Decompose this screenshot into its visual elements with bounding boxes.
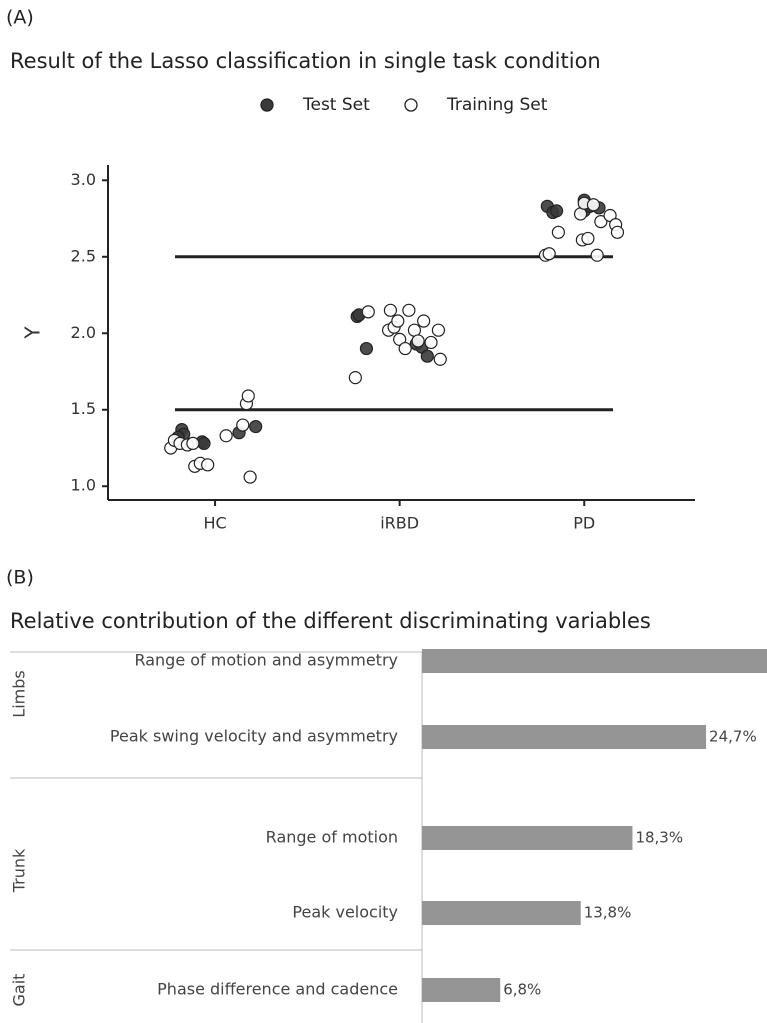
point: [590, 248, 604, 262]
point: [424, 335, 438, 350]
value-label: 24,7%: [709, 728, 757, 746]
point: [361, 305, 375, 319]
category-label: Peak swing velocity and asymmetry: [110, 727, 398, 746]
point: [219, 429, 233, 443]
point: [236, 418, 250, 432]
point: [417, 314, 431, 328]
value-label: 18,3%: [635, 829, 683, 847]
point: [542, 247, 556, 261]
point: [383, 303, 398, 317]
y-tick-label: 1.5: [71, 399, 96, 418]
x-tick-label: PD: [573, 514, 595, 533]
point: [201, 458, 215, 472]
point: [586, 198, 601, 212]
bar: [422, 901, 581, 925]
point: [549, 204, 564, 218]
point: [241, 389, 255, 403]
y-axis-label: Y: [21, 326, 45, 340]
point: [402, 303, 416, 317]
legend-label: Training Set: [446, 95, 548, 115]
bar: [422, 725, 707, 749]
panel-label: (A): [6, 7, 34, 29]
point: [581, 231, 595, 246]
category-label: Range of motion: [266, 828, 398, 847]
point: [433, 352, 447, 366]
y-tick-label: 3.0: [71, 170, 96, 189]
legend-marker: [260, 98, 274, 112]
legend-label: Test Set: [302, 95, 370, 115]
point: [197, 436, 211, 451]
y-tick-label: 1.0: [71, 476, 96, 495]
panel-label: (B): [6, 567, 34, 589]
point: [391, 314, 405, 328]
group-label: Trunk: [10, 848, 29, 893]
group-label: Gait: [10, 974, 29, 1007]
point: [348, 371, 362, 385]
point: [420, 349, 434, 363]
point: [594, 214, 608, 229]
value-label: 13,8%: [584, 904, 632, 922]
point: [551, 225, 566, 239]
value-label: 6,8%: [503, 981, 541, 999]
category-label: Peak velocity: [292, 903, 398, 922]
category-label: Phase difference and cadence: [157, 980, 398, 999]
y-tick-label: 2.5: [71, 246, 96, 265]
point: [610, 225, 625, 239]
point: [249, 419, 263, 434]
chart-title: Relative contribution of the different d…: [10, 609, 651, 633]
group-label: Limbs: [10, 670, 29, 717]
x-tick-label: iRBD: [380, 514, 419, 533]
y-tick-label: 2.0: [71, 323, 96, 342]
chart-title: Result of the Lasso classification in si…: [10, 49, 601, 73]
point: [186, 436, 200, 451]
category-label: Range of motion and asymmetry: [134, 651, 398, 670]
point: [359, 341, 374, 356]
bar: [422, 649, 767, 673]
point: [431, 323, 446, 337]
point: [398, 341, 412, 356]
point: [411, 334, 425, 348]
bar: [422, 826, 633, 850]
legend-marker: [404, 98, 418, 112]
bar: [422, 978, 501, 1002]
x-tick-label: HC: [203, 514, 226, 533]
point: [243, 470, 257, 484]
